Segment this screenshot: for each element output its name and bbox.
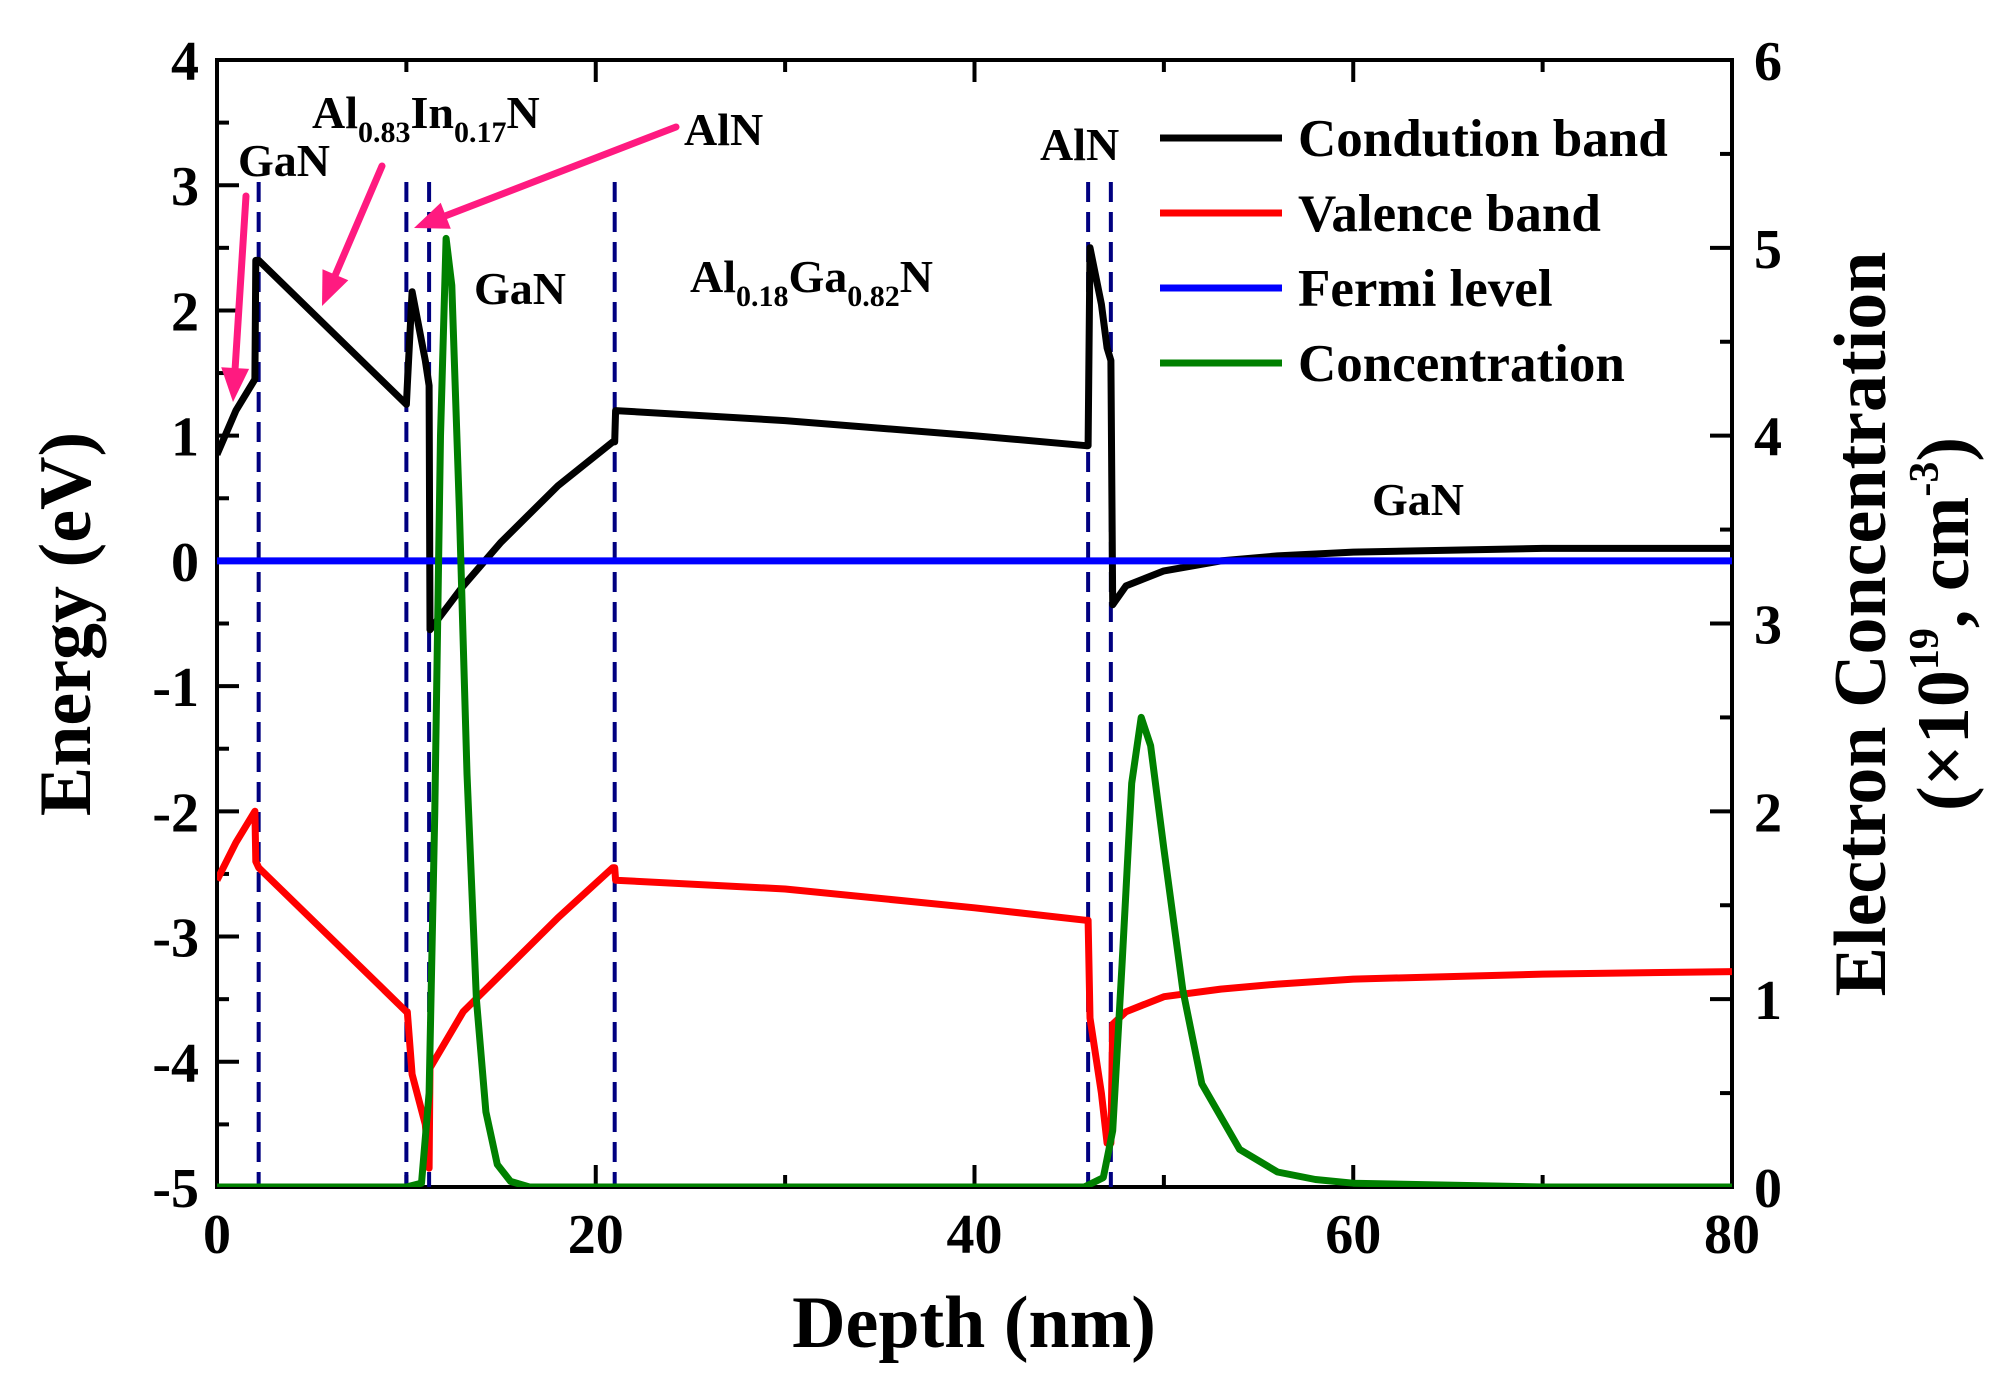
y2-tick-label: 2 [1754,782,1782,844]
y-tick-label: -3 [152,908,199,970]
algan-n: N [900,251,933,302]
y2-axis-title-line2: (×1019, cm-3) [1902,437,1985,811]
annotation-gan-2: GaN [474,263,566,314]
x-tick-label: 40 [947,1204,1003,1266]
annotation-gan-3: GaN [1372,474,1464,525]
legend-label-conduction: Condution band [1298,110,1668,168]
y-tick-label: -4 [152,1033,199,1095]
annotation-aln-1: AlN [684,104,763,155]
y-tick-label: 4 [171,31,199,93]
x-tick-label: 60 [1325,1204,1381,1266]
algan-sub1: 0.18 [736,280,789,313]
arrow-aln-head [414,202,451,229]
y-tick-label: 0 [171,532,199,594]
y2-tick-label: 0 [1754,1158,1782,1220]
interface-lines [256,182,1113,1187]
arrow-alinn-shaft [331,162,386,279]
alinn-sub1: 0.83 [358,116,411,149]
arrow-aln-shaft [442,123,680,220]
valence-band-line [217,807,1732,1172]
y-axis-title: Energy (eV) [25,432,107,816]
conduction-band-line [217,244,1732,634]
alinn-al: Al [312,87,358,138]
x-tick-label: 0 [203,1204,231,1266]
concentration-line [217,234,1732,1187]
legend-label-valence: Valence band [1298,185,1601,243]
alinn-sub2: 0.17 [454,116,507,149]
legend-label-fermi: Fermi level [1298,260,1553,318]
y2-tick-label: 3 [1754,595,1782,657]
x-axis-title: Depth (nm) [792,1282,1156,1364]
y-tick-label: 2 [171,281,199,343]
legend: Condution band Valence band Fermi level … [1160,110,1668,393]
alinn-in: In [411,87,454,138]
alinn-n: N [506,87,539,138]
annotation-alinn: Al0.83In0.17N [312,87,540,149]
y-tick-label: -1 [152,657,199,719]
arrow-gan-shaft [231,192,250,372]
y2-tick-label: 5 [1754,219,1782,281]
y2-unit-close: ) [1903,437,1985,462]
annotation-arrows [221,123,680,402]
legend-label-concentration: Concentration [1298,335,1625,393]
y2-tick-label: 1 [1754,970,1782,1032]
x-tick-label: 20 [568,1204,624,1266]
y-tick-label: 3 [171,156,199,218]
y2-axis-title-line1: Electron Concentration [1820,252,1902,997]
algan-sub2: 0.82 [847,280,900,313]
y2-tick-label: 4 [1754,407,1782,469]
annotation-gan-1: GaN [238,135,330,186]
y-tick-label: -5 [152,1158,199,1220]
algan-al: Al [690,251,736,302]
x-tick-label: 80 [1704,1204,1760,1266]
annotation-aln-2: AlN [1040,119,1119,170]
y-tick-label: -2 [152,782,199,844]
y2-unit-exp1: 19 [1902,628,1948,670]
y2-tick-label: 6 [1754,31,1782,93]
algan-ga: Ga [789,251,848,302]
y2-unit-exp2: -3 [1902,462,1948,497]
annotation-algan: Al0.18Ga0.82N [690,251,933,313]
y2-unit-mid: , cm [1903,497,1985,629]
arrow-gan-head [221,367,250,402]
y2-unit-open: (×10 [1903,670,1985,811]
y-tick-label: 1 [171,407,199,469]
series-group [217,234,1732,1187]
arrow-alinn-head [322,269,349,306]
